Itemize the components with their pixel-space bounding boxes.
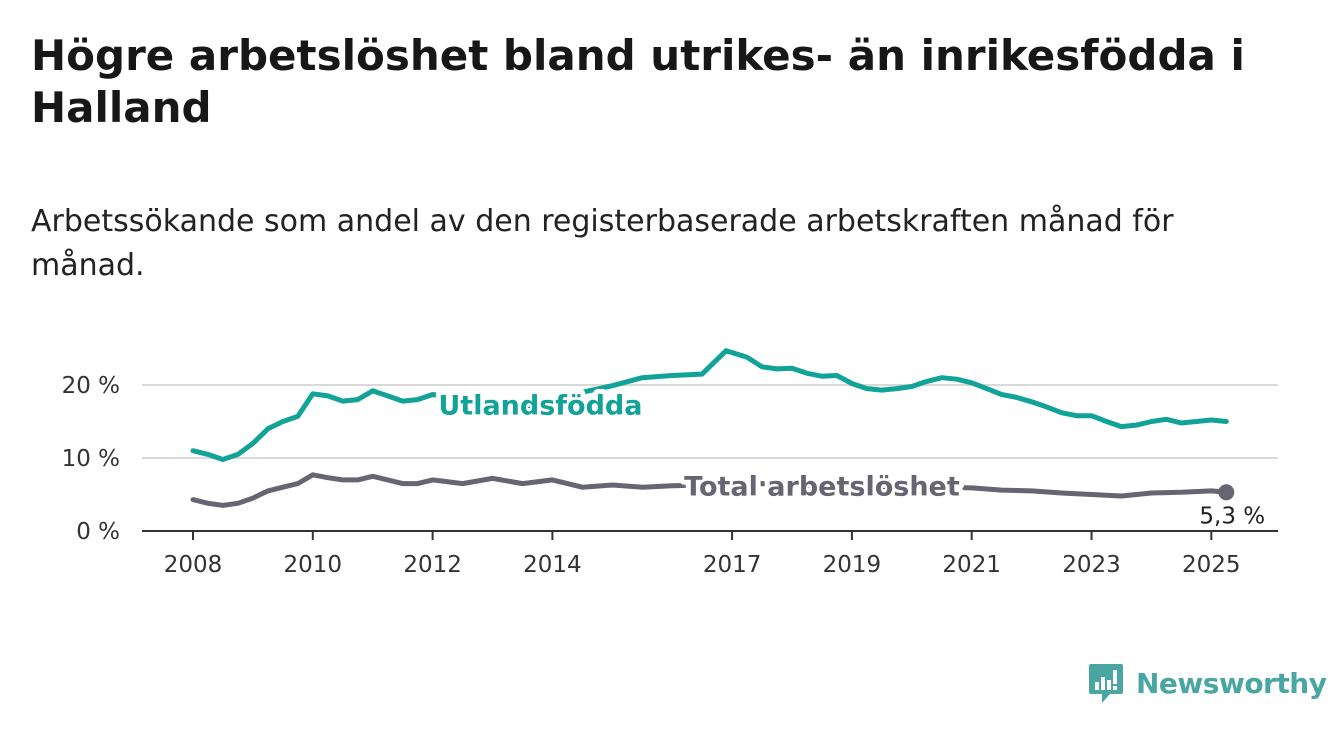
chart-title: Högre arbetslöshet bland utrikes- än inr…	[31, 31, 1245, 132]
y-tick-label: 0 %	[76, 519, 120, 545]
y-tick-label: 20 %	[62, 373, 120, 399]
end-point-marker	[1218, 484, 1235, 501]
series-label-utlandsf-dda: Utlandsfödda	[438, 391, 642, 422]
newsworthy-logo-icon	[1089, 664, 1123, 703]
x-tick-label: 2021	[942, 552, 1001, 578]
x-tick-label: 2012	[403, 552, 462, 578]
x-tick-label: 2008	[164, 552, 223, 578]
x-tick-label: 2025	[1182, 552, 1241, 578]
series-lines	[190, 348, 1229, 508]
x-tick-label: 2023	[1062, 552, 1121, 578]
brand-name: Newsworthy	[1136, 666, 1327, 700]
series-line-utlandsf-dda	[190, 348, 1229, 462]
series-label-total-arbetsl-shet: Total arbetslöshet	[684, 472, 960, 503]
series-labels: Utlandsfödda Total arbetslöshet 5,3 %	[433, 386, 1265, 530]
x-axis-ticks: 2008 2010 2012 2014 2017 2019 2021 2023 2025	[164, 531, 1241, 578]
y-axis-ticks: 0 % 10 % 20 %	[62, 373, 120, 545]
x-tick-label: 2010	[284, 552, 343, 578]
x-tick-label: 2017	[703, 552, 762, 578]
end-value-label: 5,3 %	[1199, 503, 1265, 529]
grid-lines	[142, 384, 1278, 459]
x-tick-label: 2019	[823, 552, 882, 578]
series-line-total-arbetsl-shet	[190, 472, 1229, 508]
chart-subtitle: Arbetssökande som andel av den registerb…	[31, 204, 1174, 283]
x-tick-label: 2014	[523, 552, 582, 578]
y-tick-label: 10 %	[62, 446, 120, 472]
newsworthy-logo: Newsworthy	[1088, 660, 1327, 706]
